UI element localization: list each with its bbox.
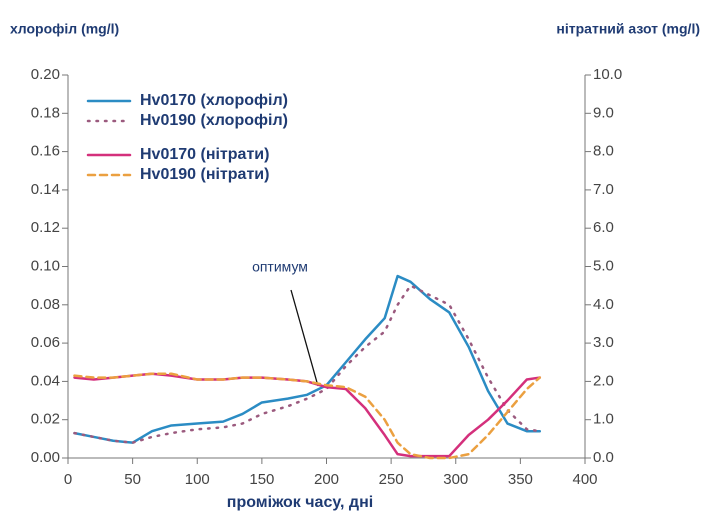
series-line: [73, 284, 542, 444]
y2-tick-label: 8.0: [593, 143, 614, 160]
y-tick-label: 0.20: [31, 66, 60, 83]
y2-tick-label: 1.0: [593, 411, 614, 428]
y-tick-label: 0.02: [31, 411, 60, 428]
y2-tick-label: 4.0: [593, 296, 614, 313]
y2-tick-label: 7.0: [593, 181, 614, 198]
x-axis-title: проміжок часу, дні: [227, 494, 373, 511]
x-tick-label: 100: [185, 471, 210, 488]
y2-tick-label: 2.0: [593, 372, 614, 389]
x-tick-label: 0: [64, 471, 72, 488]
x-tick-label: 150: [249, 471, 274, 488]
x-tick-label: 50: [124, 471, 141, 488]
y2-axis-title: нітратний азот (mg/l): [556, 21, 700, 37]
y-tick-label: 0.12: [31, 219, 60, 236]
series-line: [73, 372, 542, 458]
annotation: оптимум: [252, 259, 308, 275]
y-tick-label: 0.10: [31, 257, 60, 274]
x-tick-label: 350: [508, 471, 533, 488]
y-tick-label: 0.08: [31, 296, 60, 313]
y-tick-label: 0.16: [31, 143, 60, 160]
y-axis-title: хлорофіл (mg/l): [10, 21, 119, 37]
x-tick-label: 200: [314, 471, 339, 488]
series-line: [73, 274, 542, 444]
y-tick-label: 0.00: [31, 449, 60, 466]
legend-label: Hv0170 (нітрати): [140, 146, 269, 163]
legend-label: Hv0190 (хлорофіл): [140, 112, 288, 129]
y-tick-label: 0.14: [31, 181, 60, 198]
y-tick-label: 0.06: [31, 334, 60, 351]
annotation-arrow: [290, 289, 319, 387]
y2-tick-label: 0.0: [593, 449, 614, 466]
x-tick-label: 400: [572, 471, 597, 488]
series-line: [73, 372, 542, 460]
x-tick-label: 250: [379, 471, 404, 488]
y2-tick-label: 9.0: [593, 104, 614, 121]
y2-tick-label: 3.0: [593, 334, 614, 351]
y2-tick-label: 5.0: [593, 257, 614, 274]
y-tick-label: 0.04: [31, 372, 60, 389]
legend-label: Hv0170 (хлорофіл): [140, 92, 288, 109]
legend-label: Hv0190 (нітрати): [140, 166, 269, 183]
y2-tick-label: 6.0: [593, 219, 614, 236]
y-tick-label: 0.18: [31, 104, 60, 121]
y2-tick-label: 10.0: [593, 66, 622, 83]
x-tick-label: 300: [443, 471, 468, 488]
